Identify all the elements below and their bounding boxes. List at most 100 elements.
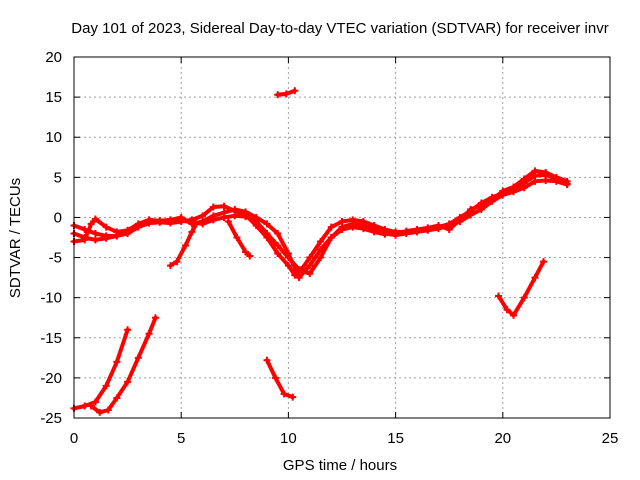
- y-tick-label: 15: [45, 89, 62, 106]
- data-point: [477, 201, 485, 209]
- data-point: [246, 252, 254, 260]
- data-point: [338, 225, 346, 233]
- data-point: [113, 228, 121, 236]
- data-point: [166, 262, 174, 270]
- data-point: [282, 90, 290, 98]
- data-point: [274, 91, 282, 99]
- data-point: [102, 223, 110, 231]
- data-point: [220, 202, 228, 210]
- data-point: [81, 236, 89, 244]
- series-main-track-c: [70, 167, 571, 282]
- data-point: [552, 173, 560, 181]
- y-tick-label: -15: [40, 330, 62, 347]
- data-point: [317, 254, 325, 262]
- data-point: [209, 203, 217, 211]
- series-line: [496, 259, 546, 318]
- y-tick-label: -5: [49, 250, 62, 267]
- y-tick-label: -20: [40, 370, 62, 387]
- series-low-0-2.5h: [70, 326, 132, 412]
- data-point: [456, 216, 464, 224]
- data-point: [280, 390, 288, 398]
- data-point: [177, 213, 185, 221]
- x-tick-label: 20: [494, 430, 511, 447]
- data-point: [91, 398, 99, 406]
- data-point: [306, 262, 314, 270]
- data-point: [510, 311, 518, 319]
- y-tick-label: 10: [45, 129, 62, 146]
- plot-frame: [73, 56, 611, 419]
- axis-ticks: [73, 56, 611, 419]
- data-point: [349, 223, 357, 231]
- data-point: [284, 262, 292, 270]
- series-mid-dip-4.5h: [166, 220, 200, 270]
- data-point: [317, 238, 325, 246]
- series-line: [89, 315, 158, 415]
- data-point: [467, 205, 475, 213]
- data-point: [540, 258, 548, 266]
- data-point: [91, 215, 99, 223]
- data-point: [295, 274, 303, 282]
- data-point: [520, 175, 528, 183]
- y-tick-label: 0: [54, 209, 62, 226]
- data-point: [102, 234, 110, 242]
- data-point: [317, 246, 325, 254]
- data-point: [113, 358, 121, 366]
- data-point: [145, 330, 153, 338]
- data-point: [252, 213, 260, 221]
- data-point: [192, 220, 200, 228]
- data-point: [181, 242, 189, 250]
- data-point: [173, 258, 181, 266]
- data-point: [488, 196, 496, 204]
- data-point: [291, 87, 299, 95]
- data-point: [306, 270, 314, 278]
- x-tick-label: 25: [602, 430, 619, 447]
- data-point: [503, 306, 511, 314]
- data-point: [520, 184, 528, 192]
- data-point: [231, 212, 239, 220]
- data-point: [434, 221, 442, 229]
- data-point: [274, 229, 282, 237]
- data-point: [113, 394, 121, 402]
- data-point: [424, 224, 432, 232]
- data-point: [231, 205, 239, 213]
- data-point: [134, 354, 142, 362]
- data-point: [91, 229, 99, 237]
- data-point: [209, 212, 217, 220]
- data-point: [306, 254, 314, 262]
- data-point: [134, 220, 142, 228]
- data-point: [87, 402, 95, 410]
- data-point: [274, 242, 282, 250]
- data-point: [542, 177, 550, 185]
- data-point: [263, 220, 271, 228]
- data-point: [563, 177, 571, 185]
- data-point: [370, 228, 378, 236]
- data-point: [272, 374, 280, 382]
- data-point: [151, 314, 159, 322]
- data-point: [220, 209, 228, 217]
- data-point: [327, 223, 335, 231]
- data-point: [199, 217, 207, 225]
- data-point: [87, 220, 95, 228]
- y-tick-label: -25: [40, 410, 62, 427]
- data-point: [156, 217, 164, 225]
- series-isolated-15: [274, 87, 299, 99]
- x-tick-label: 15: [387, 430, 404, 447]
- data-point: [96, 408, 104, 416]
- series-low-1-3.7h: [87, 314, 159, 416]
- axis-tick-labels: 0 5 10 15 20 25 -25 -20 -15 -10 -5 0 5 10 15 20: [40, 49, 618, 447]
- series-line: [226, 219, 252, 258]
- series-line: [265, 358, 295, 400]
- data-point: [520, 294, 528, 302]
- data-point: [327, 234, 335, 241]
- data-point: [263, 356, 271, 364]
- data-point: [289, 393, 297, 401]
- data-point: [531, 177, 539, 185]
- data-point: [242, 208, 250, 216]
- data-point: [81, 402, 89, 410]
- data-point: [124, 378, 132, 386]
- series-low-9-10h: [263, 356, 297, 401]
- y-tick-label: -10: [40, 290, 62, 307]
- data-point: [233, 234, 241, 241]
- data-series: [70, 87, 571, 416]
